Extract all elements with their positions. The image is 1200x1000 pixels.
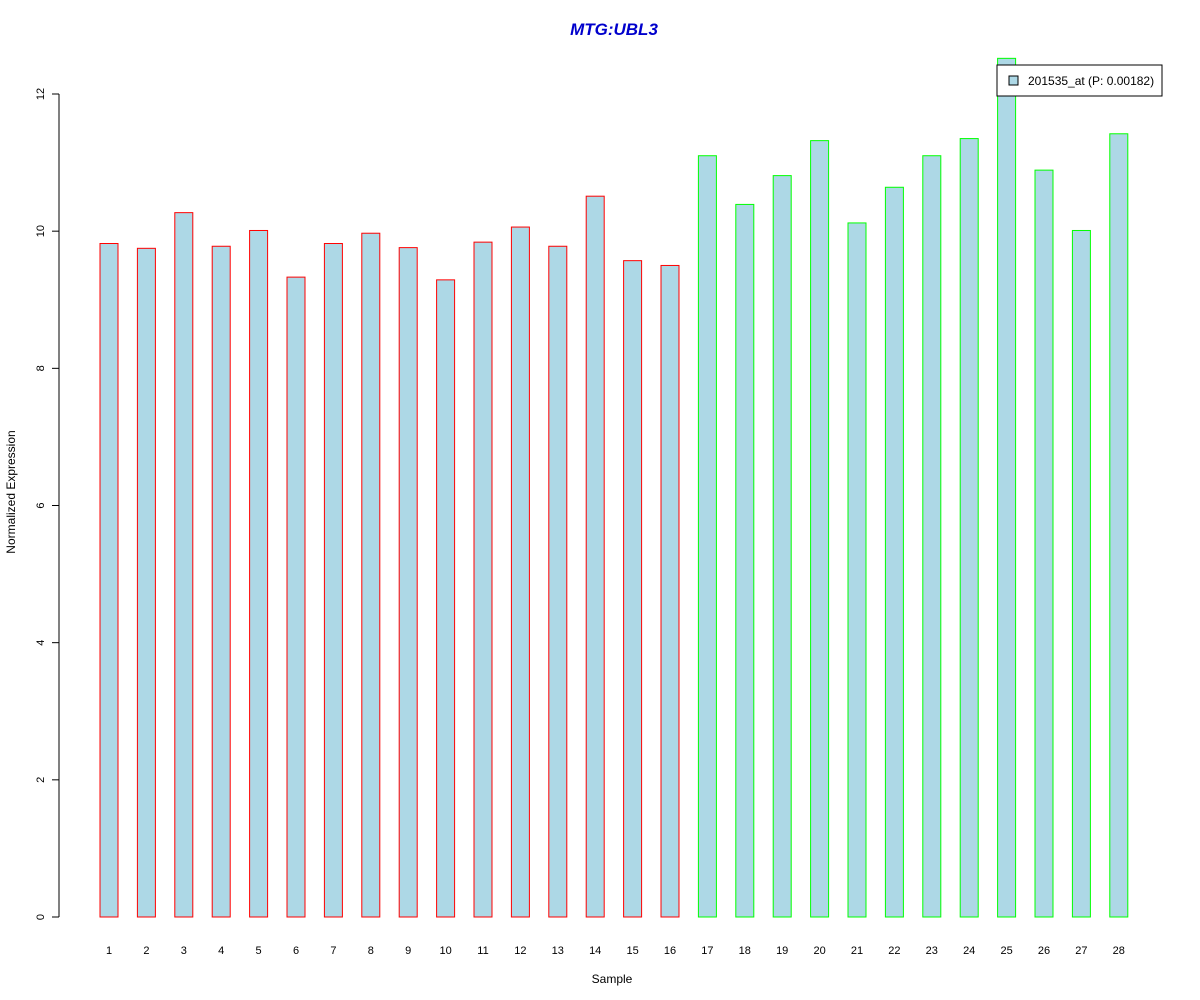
bar-sample-9 bbox=[398, 247, 418, 918]
x-tick-label: 13 bbox=[552, 945, 564, 957]
bar-sample-27 bbox=[1071, 229, 1091, 918]
bar-sample-12 bbox=[510, 226, 530, 918]
x-tick-label: 1 bbox=[106, 945, 112, 957]
y-tick-label: 8 bbox=[35, 365, 47, 371]
bar-sample-3 bbox=[174, 212, 194, 918]
x-tick-label: 2 bbox=[143, 945, 149, 957]
x-axis-label: Sample bbox=[592, 972, 633, 986]
bar-sample-5 bbox=[249, 229, 269, 918]
bar-sample-16 bbox=[660, 264, 680, 918]
y-tick-label: 6 bbox=[35, 502, 47, 508]
x-tick-label: 9 bbox=[405, 945, 411, 957]
x-tick-label: 3 bbox=[181, 945, 187, 957]
bar-sample-23 bbox=[922, 155, 942, 918]
y-tick-label: 4 bbox=[35, 640, 47, 646]
bar-sample-6 bbox=[286, 276, 306, 918]
x-tick-label: 22 bbox=[888, 945, 900, 957]
x-tick-label: 21 bbox=[851, 945, 863, 957]
bars bbox=[99, 57, 1129, 918]
y-tick-label: 10 bbox=[35, 225, 47, 237]
bar-sample-2 bbox=[136, 247, 156, 918]
x-tick-label: 11 bbox=[477, 945, 488, 957]
bar-sample-15 bbox=[623, 260, 643, 918]
bar-sample-14 bbox=[585, 195, 605, 918]
bar-sample-17 bbox=[697, 155, 717, 918]
x-tick-label: 6 bbox=[293, 945, 299, 957]
bar-sample-13 bbox=[548, 245, 568, 918]
y-axis-label: Normalized Expression bbox=[4, 430, 18, 553]
x-tick-label: 5 bbox=[256, 945, 262, 957]
bar-sample-19 bbox=[772, 175, 792, 918]
bar-sample-21 bbox=[847, 222, 867, 918]
x-tick-label: 12 bbox=[514, 945, 526, 957]
y-axis: 0 2 4 6 8 10 12 bbox=[35, 88, 60, 920]
x-tick-label: 14 bbox=[589, 945, 601, 957]
x-tick-label: 19 bbox=[776, 945, 788, 957]
chart-title: MTG:UBL3 bbox=[570, 20, 658, 39]
x-tick-label: 17 bbox=[701, 945, 713, 957]
x-tick-label: 27 bbox=[1075, 945, 1087, 957]
x-tick-label: 28 bbox=[1113, 945, 1125, 957]
bar-sample-10 bbox=[436, 279, 456, 918]
y-tick-label: 0 bbox=[35, 914, 47, 920]
x-tick-label: 15 bbox=[626, 945, 638, 957]
legend-box bbox=[996, 64, 1163, 97]
bar-sample-26 bbox=[1034, 169, 1054, 918]
legend: 201535_at (P: 0.00182) bbox=[996, 64, 1163, 97]
bar-sample-22 bbox=[884, 186, 904, 918]
x-tick-label: 4 bbox=[218, 945, 224, 957]
x-tick-label: 18 bbox=[739, 945, 751, 957]
x-tick-label: 26 bbox=[1038, 945, 1050, 957]
x-tick-label: 23 bbox=[926, 945, 938, 957]
bar-sample-20 bbox=[810, 140, 830, 918]
y-tick-label: 2 bbox=[35, 777, 47, 783]
bar-sample-28 bbox=[1109, 133, 1129, 918]
bar-sample-1 bbox=[99, 243, 119, 918]
bar-sample-8 bbox=[361, 232, 381, 918]
bar-sample-24 bbox=[959, 138, 979, 918]
bar-sample-4 bbox=[211, 245, 231, 918]
x-tick-labels: 1 2 3 4 5 6 7 8 9 10 11 12 13 14 15 16 17 18 19 20 21 22 23 24 2… bbox=[106, 945, 1125, 957]
x-tick-label: 7 bbox=[330, 945, 336, 957]
x-tick-label: 25 bbox=[1000, 945, 1012, 957]
x-tick-label: 10 bbox=[439, 945, 451, 957]
legend-swatch bbox=[1008, 75, 1019, 86]
x-tick-label: 16 bbox=[664, 945, 676, 957]
x-tick-label: 20 bbox=[813, 945, 825, 957]
y-tick-label: 12 bbox=[35, 88, 47, 100]
bar-sample-7 bbox=[323, 243, 343, 918]
legend-label: 201535_at (P: 0.00182) bbox=[1028, 74, 1154, 88]
x-tick-label: 8 bbox=[368, 945, 374, 957]
bar-sample-11 bbox=[473, 241, 493, 918]
bar-sample-18 bbox=[735, 203, 755, 918]
x-tick-label: 24 bbox=[963, 945, 975, 957]
bar-sample-25 bbox=[997, 57, 1017, 918]
